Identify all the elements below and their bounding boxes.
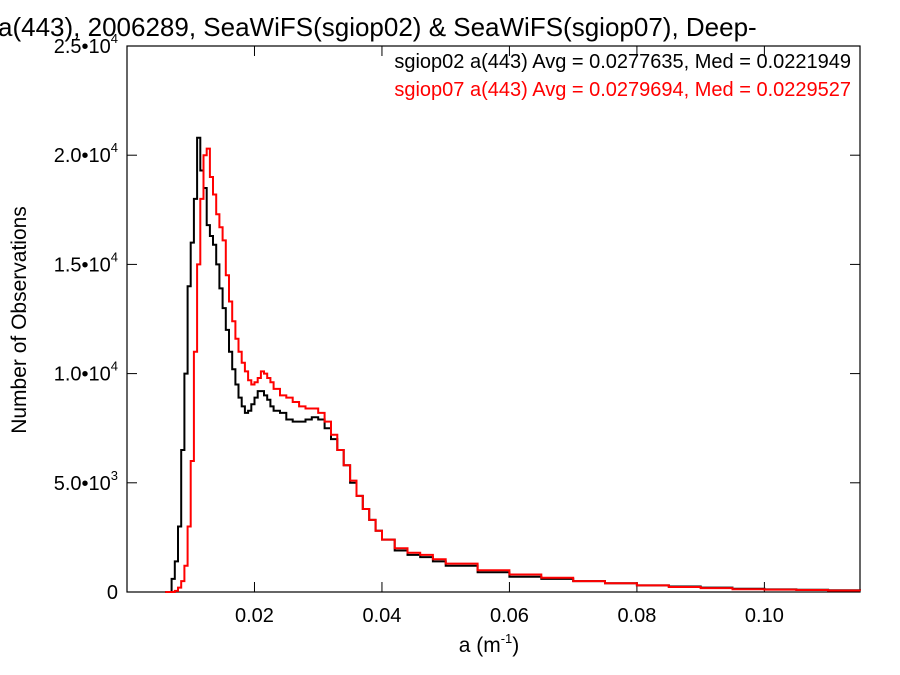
legend-entry-sgiop02: sgiop02 a(443) Avg = 0.0277635, Med = 0.… bbox=[394, 51, 851, 73]
x-tick-label: 0.02 bbox=[235, 605, 274, 627]
y-tick-label: 2.0•104 bbox=[54, 140, 118, 167]
x-tick-label: 0.06 bbox=[490, 605, 529, 627]
legend-entry-sgiop07: sgiop07 a(443) Avg = 0.0279694, Med = 0.… bbox=[394, 79, 851, 101]
y-tick-label: 2.5•104 bbox=[54, 31, 118, 58]
y-axis-title: Number of Observations bbox=[8, 206, 31, 434]
y-tick-label: 0 bbox=[107, 582, 118, 604]
y-tick-label: 1.5•104 bbox=[54, 249, 118, 276]
plot-frame bbox=[126, 45, 861, 593]
y-axis: 0 5.0•103 1.0•104 1.5•104 2.0•104 2.5•104 bbox=[54, 31, 860, 604]
sgiop02-histogram-line bbox=[165, 136, 861, 593]
chart-title: a(443), 2006289, SeaWiFS(sgiop02) & SeaW… bbox=[0, 12, 757, 42]
y-tick-label: 1.0•104 bbox=[54, 359, 118, 386]
x-axis-title: a (m-1) bbox=[459, 631, 520, 657]
x-tick-label: 0.08 bbox=[617, 605, 656, 627]
y-tick-label: 5.0•103 bbox=[54, 468, 118, 495]
x-tick-label: 0.04 bbox=[362, 605, 401, 627]
x-axis: 0.02 0.04 0.06 0.08 0.10 bbox=[235, 46, 784, 627]
sgiop07-histogram-line bbox=[165, 147, 861, 593]
x-tick-label: 0.10 bbox=[745, 605, 784, 627]
